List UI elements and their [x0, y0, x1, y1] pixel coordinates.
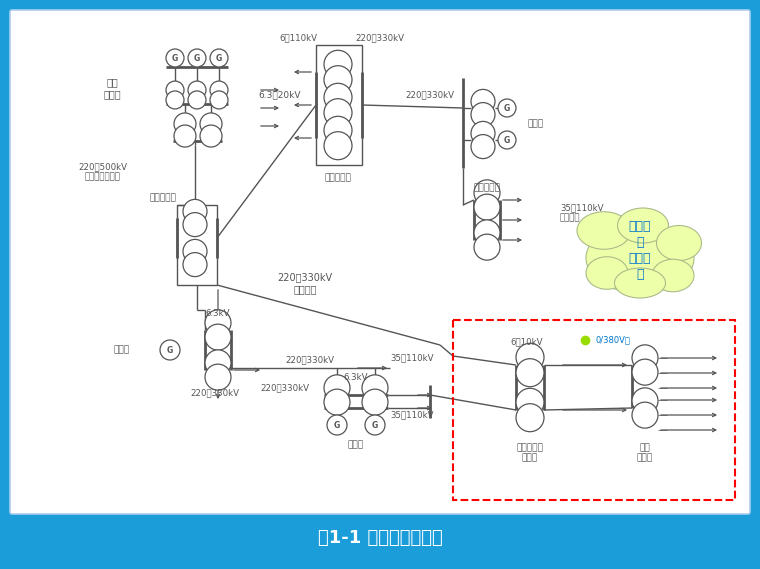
Text: 地区变电所: 地区变电所: [473, 183, 500, 192]
Circle shape: [324, 65, 352, 94]
Text: G: G: [216, 53, 222, 63]
Text: 枢纽变电站: 枢纽变电站: [150, 193, 176, 203]
FancyBboxPatch shape: [10, 10, 750, 514]
Circle shape: [166, 91, 184, 109]
Circle shape: [174, 113, 196, 135]
Circle shape: [324, 131, 352, 160]
Text: 水电厂: 水电厂: [528, 119, 544, 129]
Circle shape: [471, 89, 495, 113]
Circle shape: [516, 343, 544, 372]
Text: 工业企
业
供电系
统: 工业企 业 供电系 统: [629, 220, 651, 281]
Circle shape: [183, 199, 207, 224]
Text: G: G: [372, 420, 378, 430]
Text: 火电厂: 火电厂: [348, 440, 364, 450]
Circle shape: [205, 350, 231, 376]
Text: 地区变电所: 地区变电所: [325, 174, 351, 183]
Circle shape: [205, 324, 231, 350]
Circle shape: [188, 81, 206, 99]
Circle shape: [200, 113, 222, 135]
Text: 220～330kV: 220～330kV: [190, 389, 239, 398]
Circle shape: [174, 125, 196, 147]
Circle shape: [474, 194, 500, 220]
Circle shape: [183, 253, 207, 277]
Text: G: G: [504, 135, 510, 145]
Circle shape: [183, 240, 207, 263]
Ellipse shape: [615, 268, 666, 298]
Text: 220～330kV: 220～330kV: [260, 384, 309, 393]
Ellipse shape: [586, 223, 694, 293]
Text: 6.3～20kV: 6.3～20kV: [258, 90, 300, 100]
Ellipse shape: [617, 208, 669, 243]
Circle shape: [474, 234, 500, 260]
Circle shape: [498, 131, 516, 149]
Circle shape: [632, 402, 658, 428]
Circle shape: [210, 81, 228, 99]
Text: 220～330kV: 220～330kV: [406, 90, 454, 100]
Text: 6～10kV: 6～10kV: [510, 337, 543, 347]
Circle shape: [474, 220, 500, 246]
Text: 220～330kV: 220～330kV: [356, 34, 404, 43]
Circle shape: [200, 125, 222, 147]
Text: 220～330kV
区域电网: 220～330kV 区域电网: [277, 272, 333, 294]
Circle shape: [362, 375, 388, 401]
Bar: [177, 205, 217, 285]
Circle shape: [210, 91, 228, 109]
Text: 35～110kV: 35～110kV: [390, 410, 433, 419]
Circle shape: [183, 213, 207, 237]
Text: 220～330kV: 220～330kV: [286, 356, 334, 365]
Circle shape: [365, 415, 385, 435]
Text: G: G: [334, 420, 340, 430]
Ellipse shape: [652, 259, 694, 292]
Text: G: G: [167, 345, 173, 354]
Text: 图1-1 电力系统示意图: 图1-1 电力系统示意图: [318, 529, 442, 547]
Circle shape: [471, 121, 495, 146]
Circle shape: [166, 81, 184, 99]
Circle shape: [324, 116, 352, 145]
Text: 热电厂: 热电厂: [114, 345, 130, 354]
Circle shape: [210, 49, 228, 67]
Text: 35～110kV: 35～110kV: [390, 353, 433, 362]
Circle shape: [160, 340, 180, 360]
Circle shape: [324, 50, 352, 79]
Text: 6.3kV: 6.3kV: [344, 373, 369, 381]
Ellipse shape: [586, 257, 628, 289]
Circle shape: [471, 102, 495, 126]
Circle shape: [498, 99, 516, 117]
Text: G: G: [172, 53, 178, 63]
Circle shape: [362, 389, 388, 415]
Ellipse shape: [657, 225, 701, 261]
Circle shape: [205, 310, 231, 336]
Circle shape: [632, 359, 658, 385]
Text: 0/380V统: 0/380V统: [595, 336, 630, 344]
Text: 6～110kV: 6～110kV: [279, 34, 317, 43]
Circle shape: [516, 358, 544, 387]
Circle shape: [324, 98, 352, 127]
Circle shape: [188, 91, 206, 109]
Circle shape: [632, 388, 658, 414]
Text: 35～110kV
地方电网: 35～110kV 地方电网: [560, 203, 603, 222]
Text: 220～500kV
超高压输电线路: 220～500kV 超高压输电线路: [78, 162, 128, 182]
Text: G: G: [194, 53, 200, 63]
Text: 工厂总降压
变电所: 工厂总降压 变电所: [517, 443, 543, 463]
Circle shape: [516, 388, 544, 417]
Circle shape: [205, 364, 231, 390]
Circle shape: [324, 83, 352, 112]
Circle shape: [166, 49, 184, 67]
Circle shape: [188, 49, 206, 67]
Text: 6.3kV: 6.3kV: [206, 308, 230, 318]
Circle shape: [474, 180, 500, 206]
Text: G: G: [504, 104, 510, 113]
Text: 大型
水电站: 大型 水电站: [103, 77, 121, 99]
Circle shape: [516, 403, 544, 432]
Circle shape: [632, 345, 658, 371]
Bar: [316, 45, 362, 165]
Circle shape: [324, 375, 350, 401]
Circle shape: [327, 415, 347, 435]
Bar: [453, 320, 735, 500]
Text: 车间
变电所: 车间 变电所: [637, 443, 653, 463]
Ellipse shape: [577, 212, 631, 249]
Circle shape: [324, 389, 350, 415]
Circle shape: [471, 135, 495, 159]
